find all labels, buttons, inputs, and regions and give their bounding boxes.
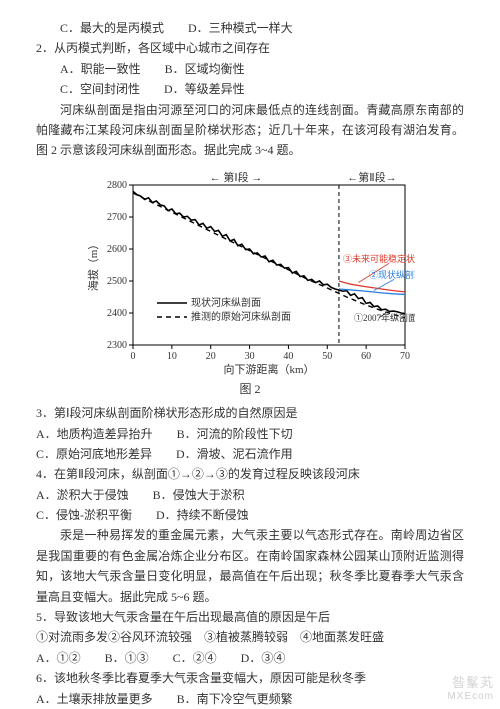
svg-text:2800: 2800 — [107, 180, 127, 191]
svg-text:0: 0 — [131, 351, 136, 362]
q4-stem: 4．在第Ⅱ段河床，纵剖面①→②→③的发育过程反映该段河床 — [36, 464, 464, 484]
svg-text:60: 60 — [361, 351, 371, 362]
chart-figure-2: 2300 2400 2500 2600 2700 2800 0 10 20 30 40 50 60 70 向… — [36, 167, 464, 377]
watermark-top: 昝髼芄 — [447, 675, 494, 691]
passage-1: 河床纵剖面是指由河源至河口的河床最低点的连线剖面。青藏高原东南部的帕隆藏布江某段… — [36, 100, 464, 161]
q5-stem: 5．导致该地大气汞含量在午后出现最高值的原因是午后 — [36, 607, 464, 627]
svg-text:2300: 2300 — [107, 340, 127, 351]
svg-text:2500: 2500 — [107, 276, 127, 287]
q2-options-1: A．职能一致性 B．区域均衡性 — [36, 59, 464, 79]
q3-stem: 3．第Ⅰ段河床纵剖面阶梯状形态形成的自然原因是 — [36, 403, 464, 423]
q4-options-1: A．淤积大于侵蚀 B．侵蚀大于淤积 — [36, 485, 464, 505]
watermark-bottom: MXEcom — [447, 691, 494, 703]
svg-text:←第Ⅱ段→: ←第Ⅱ段→ — [347, 170, 396, 184]
svg-text:②现状纵剖面: ②现状纵剖面 — [369, 269, 415, 280]
q2-options-2: C．空间封闭性 D．等级差异性 — [36, 79, 464, 99]
q6-stem: 6．该地秋冬季比春夏季大气汞含量变幅大，原因可能是秋冬季 — [36, 668, 464, 688]
svg-text:2600: 2600 — [107, 244, 127, 255]
svg-text:10: 10 — [167, 351, 177, 362]
svg-text:40: 40 — [283, 351, 293, 362]
q4-options-2: C．侵蚀-淤积平衡 D．持续不断侵蚀 — [36, 505, 464, 525]
passage-2: 汞是一种易挥发的重金属元素，大气汞主要以气态形式存在。南岭周边省区是我国重要的有… — [36, 525, 464, 607]
q1-options: C．最大的是丙模式 D．三种模式一样大 — [36, 18, 464, 38]
svg-text:现状河床纵剖面: 现状河床纵剖面 — [191, 296, 261, 309]
svg-text:向下游距离（km）: 向下游距离（km） — [223, 362, 314, 376]
q5-sub: ①对流雨多发②谷风环流较强 ③植被蒸腾较弱 ④地面蒸发旺盛 — [36, 627, 464, 647]
q3-options-2: C．原始河底地形差异 D．滑坡、泥石流作用 — [36, 444, 464, 464]
chart-caption: 图 2 — [36, 379, 464, 399]
svg-text:50: 50 — [322, 351, 332, 362]
svg-text:推测的原始河床纵剖面: 推测的原始河床纵剖面 — [191, 310, 291, 323]
svg-text:70: 70 — [400, 351, 410, 362]
q6-options-1: A．土壤汞排放量更多 B．南下冷空气更频繁 — [36, 689, 464, 709]
svg-text:← 第Ⅰ段 →: ← 第Ⅰ段 → — [210, 170, 263, 184]
svg-text:20: 20 — [206, 351, 216, 362]
svg-text:2700: 2700 — [107, 212, 127, 223]
q5-options: A．①② B．①③ C．②④ D．③④ — [36, 648, 464, 668]
svg-text:海拔（m）: 海拔（m） — [86, 238, 100, 291]
svg-text:30: 30 — [245, 351, 255, 362]
q3-options-1: A．地质构造差异抬升 B．河流的阶段性下切 — [36, 424, 464, 444]
svg-text:③未来可能稳定状态纵剖面: ③未来可能稳定状态纵剖面 — [343, 253, 415, 264]
watermark: 昝髼芄 MXEcom — [447, 675, 494, 703]
svg-text:2400: 2400 — [107, 308, 127, 319]
q2-stem: 2．从丙模式判断，各区域中心城市之间存在 — [36, 38, 464, 58]
